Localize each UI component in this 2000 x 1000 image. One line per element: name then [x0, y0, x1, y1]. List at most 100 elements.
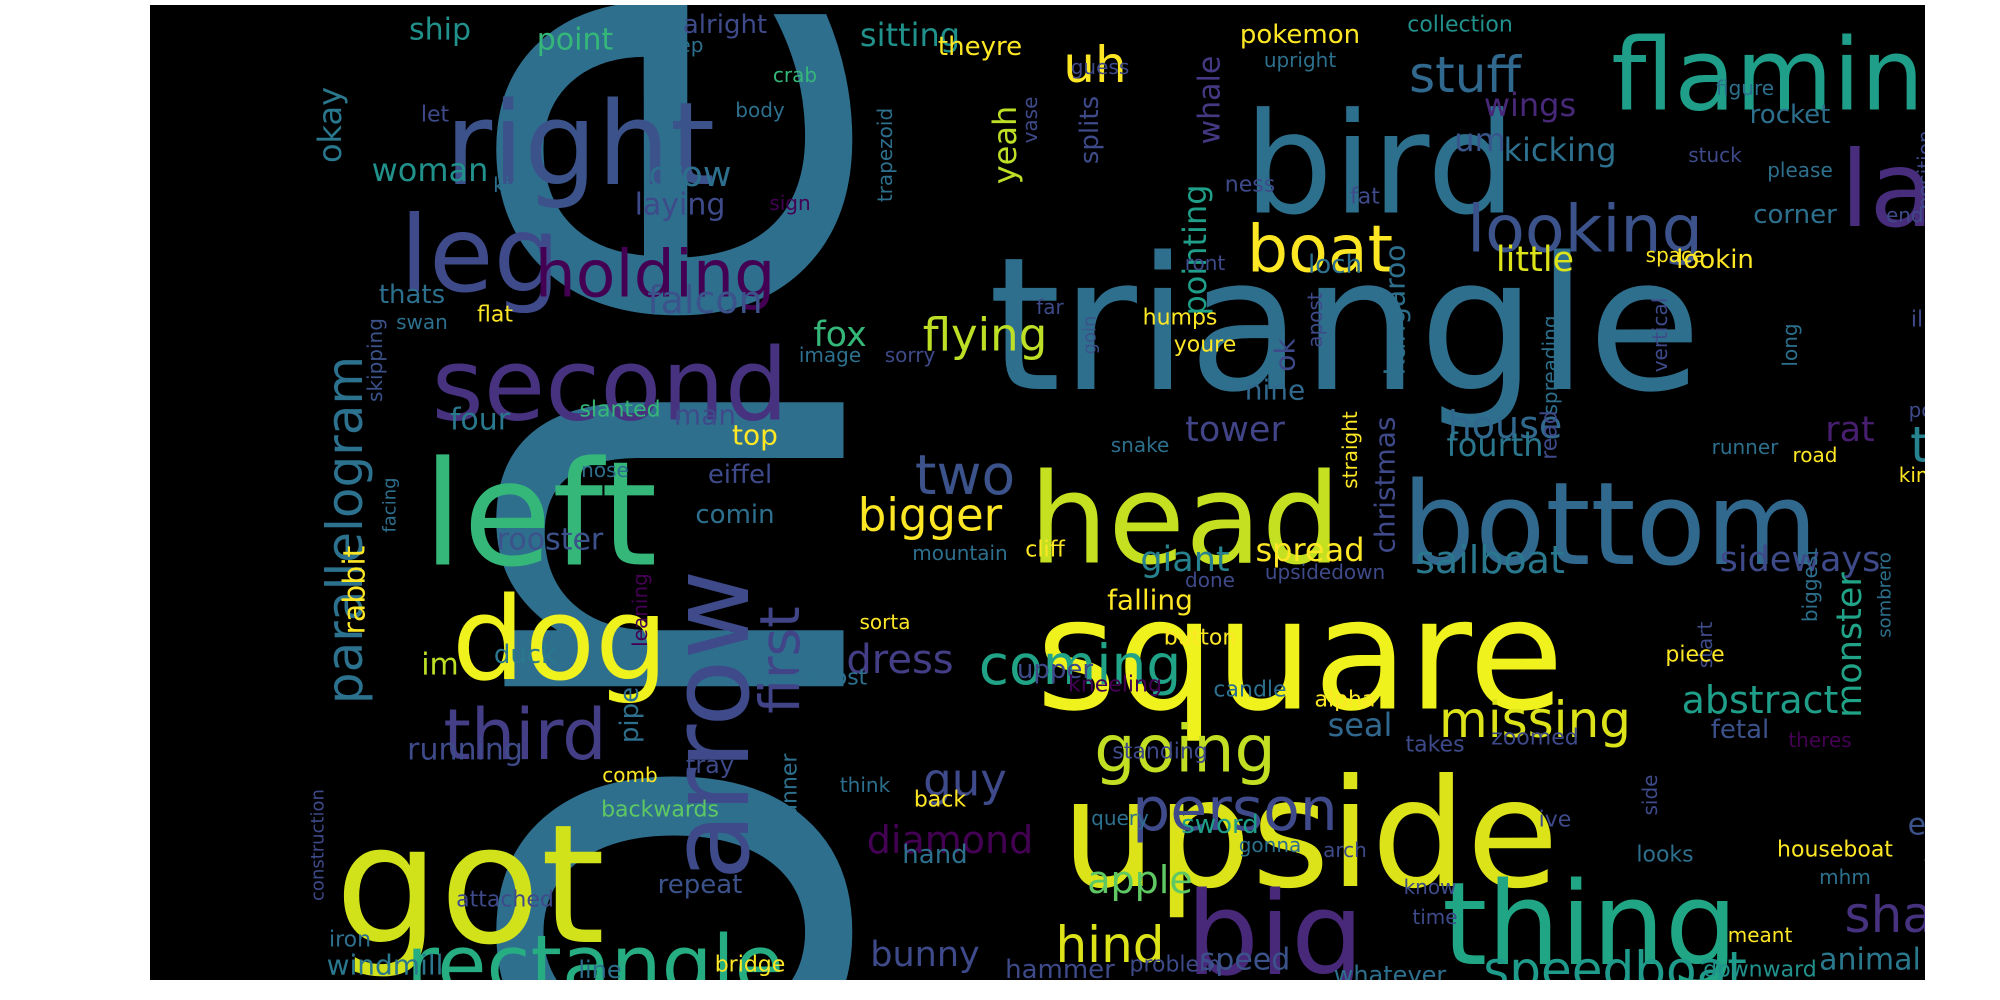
word-splits: splits: [1075, 96, 1105, 164]
word-hand: hand: [902, 840, 967, 870]
word-upsidedown: upsidedown: [1265, 560, 1385, 584]
word-spreading: spreading: [1538, 315, 1562, 414]
word-first: first: [748, 606, 812, 713]
word-coming: coming: [979, 633, 1182, 697]
word-falling: falling: [1107, 584, 1193, 617]
word-repeat: repeat: [658, 870, 743, 900]
word-yeah: yeah: [986, 106, 1024, 185]
word-skipping: skipping: [363, 318, 387, 402]
word-speed: speed: [1200, 943, 1291, 978]
word-side: side: [1638, 775, 1662, 816]
word-windmill: windmill: [327, 949, 444, 981]
word-comb: comb: [602, 763, 657, 787]
word-vase: vase: [1018, 97, 1042, 144]
word-one: one: [270, 5, 991, 980]
word-slanted: slanted: [579, 398, 660, 423]
word-ship: ship: [409, 13, 471, 48]
word-parallelogram: parallelogram: [316, 356, 374, 704]
word-point: point: [537, 23, 614, 58]
word-back: back: [914, 788, 967, 813]
word-missing: missing: [1439, 691, 1631, 749]
word-big: big: [1186, 868, 1364, 980]
word-cloud-background: [150, 5, 1925, 980]
word-tray: tray: [686, 751, 734, 779]
word-um: um: [1454, 121, 1505, 159]
word-falcon: falcon: [647, 278, 762, 322]
word-meant: meant: [1728, 923, 1793, 947]
word-done: done: [1185, 568, 1235, 592]
word-image: image: [799, 343, 861, 367]
word-person: person: [1132, 775, 1338, 845]
word-rabbit: rabbit: [338, 545, 373, 634]
word-upside: upside: [1061, 748, 1559, 922]
word-kangaroo: kangaroo: [1379, 245, 1412, 376]
word-space: space: [1646, 243, 1705, 267]
word-kicking: kicking: [1503, 131, 1616, 169]
word-ears: ears: [1908, 808, 1925, 843]
word-little: little: [1496, 240, 1574, 280]
word-downward: downward: [1703, 958, 1816, 981]
word-problem: problem: [1129, 953, 1220, 978]
word-last: last: [1840, 129, 1925, 251]
word-takes: takes: [1405, 733, 1464, 758]
word-running: running: [407, 733, 523, 768]
word-time: time: [1412, 905, 1457, 929]
word-head: head: [1029, 448, 1341, 593]
word-fetal: fetal: [1711, 715, 1770, 745]
word-got: got: [335, 789, 605, 980]
word-position: position: [1913, 130, 1925, 209]
word-collection: collection: [1407, 13, 1513, 38]
word-button: button: [1164, 626, 1237, 651]
word-kid: kid: [493, 173, 523, 197]
word-biggest: biggest: [1798, 548, 1822, 622]
word-arch: arch: [1323, 838, 1367, 862]
word-theres: theres: [1788, 728, 1851, 752]
word-flying: flying: [923, 309, 1048, 362]
word-tower: tower: [1185, 410, 1285, 450]
word-diamond: diamond: [867, 818, 1033, 862]
word-alpha: alpha: [1315, 688, 1376, 713]
word-triangle: triangle: [988, 217, 1701, 433]
word-ront: ront: [1185, 251, 1226, 275]
word-rooster: rooster: [497, 523, 604, 558]
word-seal: seal: [1328, 706, 1393, 744]
word-sailboat: sailboat: [1415, 538, 1565, 582]
word-christmas: christmas: [1369, 416, 1402, 553]
word-almost: almost: [793, 666, 868, 691]
word-arrow: arrow: [646, 570, 774, 881]
word-square: square: [1036, 565, 1564, 746]
word-attached: attached: [456, 888, 554, 913]
word-whale: whale: [1193, 56, 1228, 145]
word-four: four: [450, 403, 511, 438]
word-looks: looks: [1636, 843, 1693, 868]
word-going: going: [1094, 713, 1276, 788]
word-monster: monster: [1830, 572, 1870, 718]
word-tree: tree: [1924, 850, 1925, 880]
word-im: im: [421, 648, 459, 683]
word-far: far: [1036, 295, 1064, 319]
word-taken: taken: [1910, 416, 1925, 474]
word-second: second: [432, 327, 789, 444]
word-backwards: backwards: [601, 798, 719, 823]
word-sombrero: sombrero: [1875, 552, 1896, 637]
word-mhm: mhm: [1819, 865, 1871, 889]
word-road: road: [1793, 443, 1838, 467]
word-bird: bird: [1244, 84, 1516, 247]
word-rocket: rocket: [1750, 100, 1831, 130]
word-facing: facing: [380, 477, 401, 532]
word-upright: upright: [1264, 48, 1337, 72]
word-hind: hind: [1055, 916, 1164, 974]
word-abstract: abstract: [1682, 678, 1839, 722]
word-eiffel: eiffel: [708, 460, 772, 490]
word-third: third: [443, 694, 606, 776]
word-apple: apple: [1087, 858, 1192, 902]
word-giant: giant: [1140, 540, 1229, 580]
word-candle: candle: [1213, 678, 1286, 703]
word-comin: comin: [695, 500, 774, 530]
word-sideways: sideways: [1720, 540, 1881, 580]
word-standing: standing: [1112, 740, 1208, 765]
word-holding: holding: [535, 238, 776, 313]
